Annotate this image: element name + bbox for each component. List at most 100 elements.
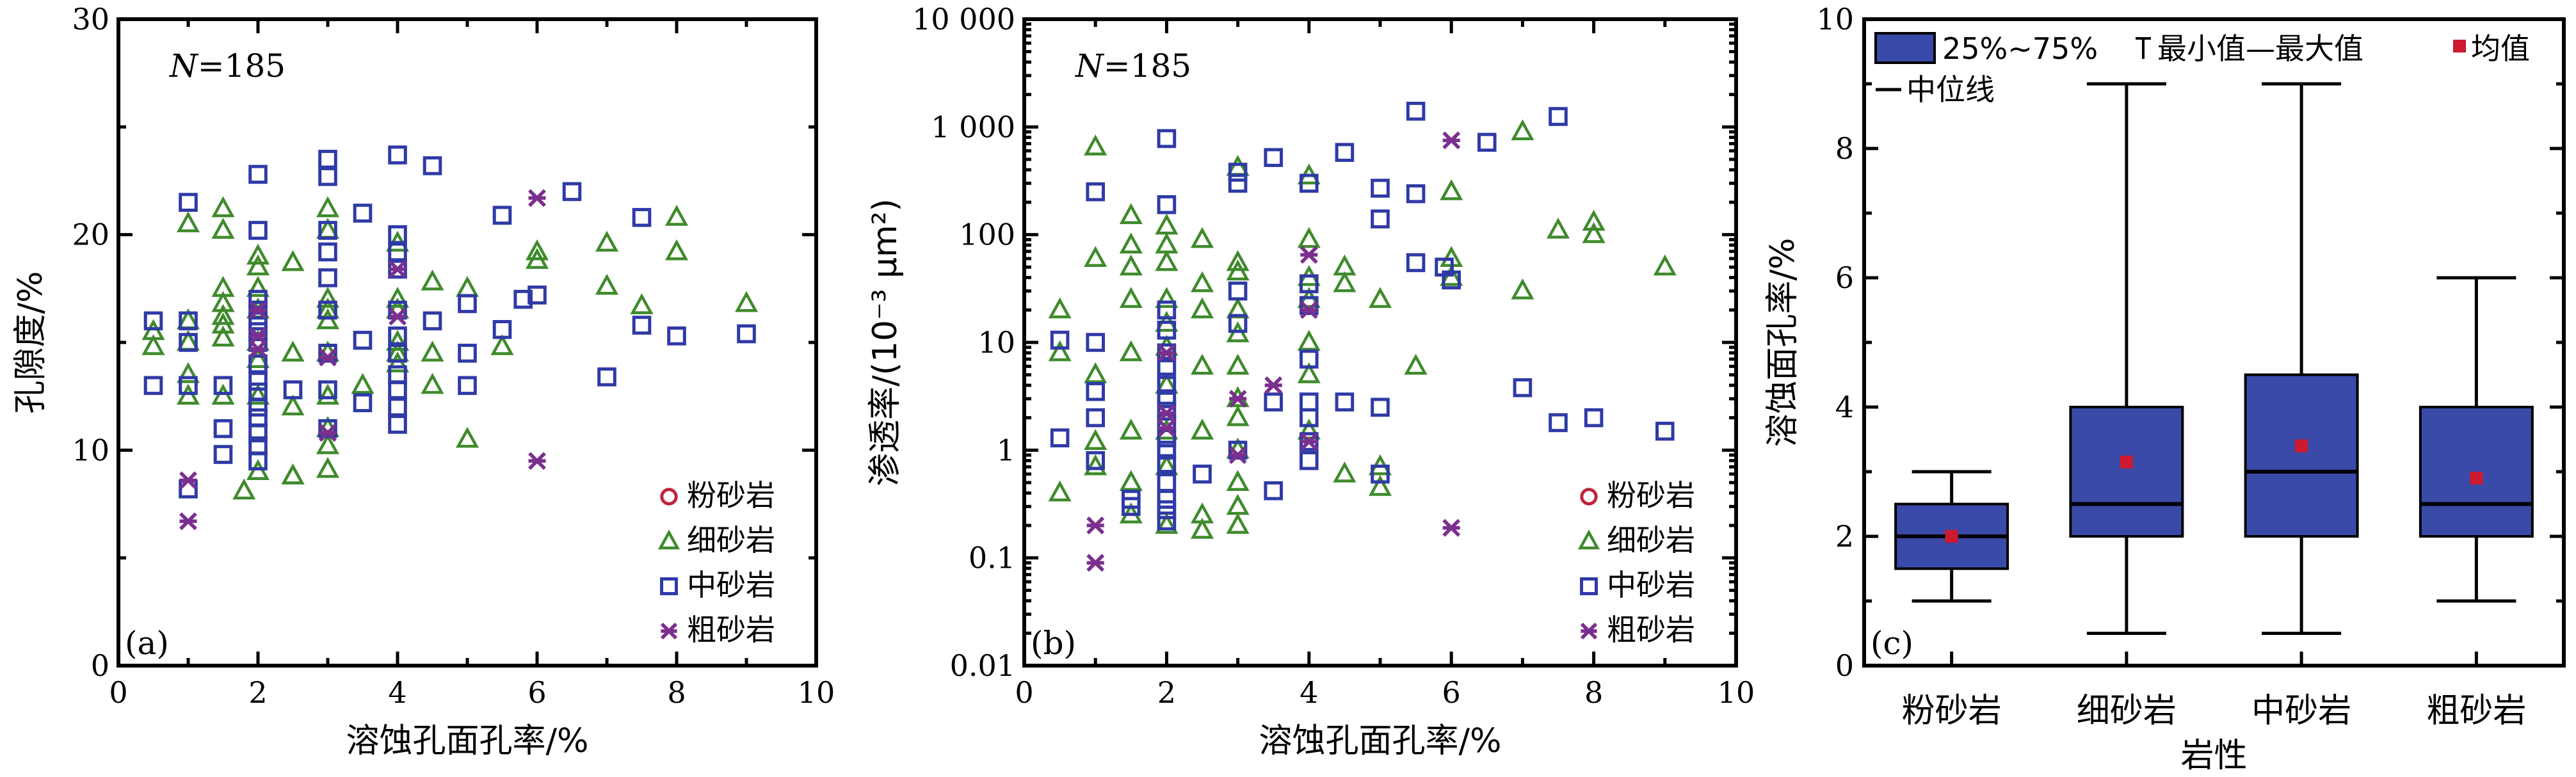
square-point [388, 380, 407, 399]
cross-point [249, 340, 267, 358]
triangle-point [1119, 254, 1143, 276]
square-point [1157, 300, 1177, 320]
square-point [248, 371, 268, 391]
square-point [1193, 464, 1212, 484]
square-point [527, 285, 547, 305]
square-point [213, 419, 233, 438]
panel-label: (a) [125, 625, 169, 662]
triangle-point [1546, 218, 1570, 239]
triangle-point [176, 362, 200, 383]
square-point [388, 415, 407, 434]
square-point [248, 221, 268, 240]
cross-point [1086, 517, 1105, 534]
square-point [492, 205, 512, 225]
triangle-point [1226, 513, 1250, 534]
square-point [179, 311, 198, 331]
square-point [1228, 314, 1248, 333]
square-point [388, 365, 407, 385]
cross-point [1228, 446, 1247, 464]
square-point [388, 344, 407, 363]
cross-point [1442, 518, 1461, 537]
legend-whisker-label: 最小值—最大值 [2157, 31, 2363, 66]
triangle-point [1297, 419, 1321, 440]
square-point [179, 376, 198, 396]
cross-point [179, 512, 197, 531]
square-point [179, 193, 198, 212]
square-point [248, 451, 268, 470]
legend-mean-icon [2453, 40, 2466, 52]
cross-point [249, 301, 267, 319]
y-tick-label: 10 000 [912, 2, 1015, 36]
triangle-point [211, 196, 235, 218]
square-point [562, 182, 582, 202]
legend-label: 粉砂岩 [687, 478, 775, 513]
square-point [1157, 511, 1177, 531]
square-point [1371, 179, 1390, 198]
triangle-point [1190, 271, 1214, 292]
plot-frame [1022, 17, 1738, 668]
x-axis-title: 溶蚀孔面孔率/% [1259, 722, 1502, 760]
square-point [213, 445, 233, 464]
legend-label: 中砂岩 [687, 568, 775, 602]
triangle-point [1084, 362, 1107, 383]
square-point [318, 344, 337, 363]
sample-count-symbol: N [169, 47, 199, 84]
triangle-point [664, 205, 689, 226]
triangle-point [246, 254, 270, 276]
y-tick-label: 10 [72, 433, 109, 467]
square-point [1335, 143, 1355, 162]
triangle-point [351, 372, 374, 394]
square-point [318, 150, 337, 169]
triangle-point [246, 347, 270, 368]
triangle-point [1226, 259, 1250, 281]
square-point [248, 322, 268, 341]
square-point [1157, 454, 1177, 474]
triangle-point [281, 340, 305, 362]
cross-point [1157, 419, 1176, 437]
iqr-box [2069, 406, 2184, 538]
cross-point [1442, 131, 1461, 150]
triangle-point [1155, 232, 1179, 254]
triangle-point [1226, 250, 1250, 271]
square-point [1157, 440, 1177, 460]
mean-marker [2470, 472, 2483, 485]
mean-marker [1945, 530, 1958, 543]
triangle-point [1155, 513, 1179, 534]
x-tick-label: 2 [1157, 675, 1176, 710]
legend-square-icon [660, 577, 678, 595]
square-point [1157, 195, 1177, 214]
cross-point [389, 260, 407, 278]
y-tick-label: 30 [72, 2, 109, 36]
iqr-box [2419, 406, 2534, 538]
triangle-point [1084, 429, 1107, 451]
square-point [1086, 408, 1106, 428]
square-point [1442, 270, 1461, 290]
square-point [632, 316, 652, 335]
cross-point [528, 189, 546, 207]
square-point [353, 204, 373, 223]
cross-point [1300, 246, 1318, 264]
square-point [1228, 281, 1248, 301]
triangle-point [1582, 209, 1606, 231]
square-point [1157, 389, 1177, 408]
triangle-point [1084, 246, 1107, 268]
y-tick-label: 0.01 [950, 648, 1015, 683]
triangle-point [211, 325, 235, 347]
x-tick-label: 6 [527, 675, 546, 710]
square-point [458, 344, 477, 363]
triangle-point [1119, 340, 1143, 362]
triangle-point [455, 426, 479, 448]
x-axis-title: 岩性 [2180, 737, 2247, 775]
square-point [318, 268, 337, 287]
triangle-point [246, 383, 270, 405]
square-point [513, 289, 533, 309]
cross-point [179, 471, 197, 490]
triangle-point [1333, 271, 1356, 292]
triangle-point [1119, 419, 1143, 440]
legend-cross-icon [660, 622, 678, 640]
square-point [597, 367, 616, 387]
legend-whisker-icon [2136, 37, 2151, 59]
